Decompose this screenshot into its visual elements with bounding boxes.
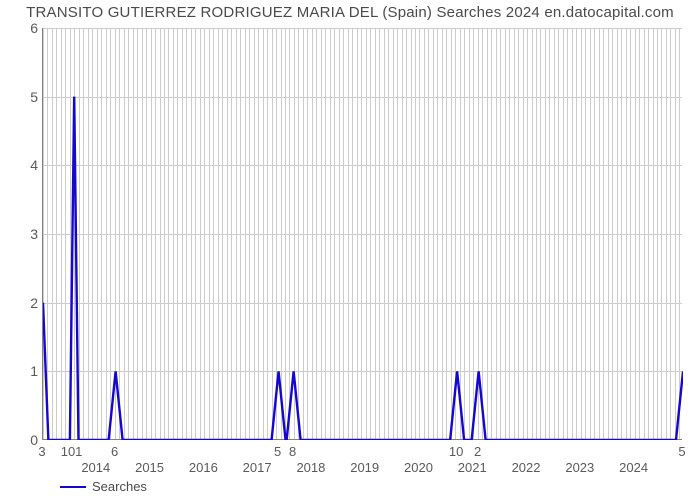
- x-axis-year-label: 2015: [135, 460, 164, 475]
- legend-label: Searches: [92, 479, 147, 494]
- legend-swatch: [60, 486, 86, 488]
- x-axis-year-label: 2023: [565, 460, 594, 475]
- y-axis-tick-label: 4: [8, 157, 38, 173]
- y-axis-tick-label: 5: [8, 89, 38, 105]
- chart-container: TRANSITO GUTIERREZ RODRIGUEZ MARIA DEL (…: [0, 0, 700, 500]
- x-axis-minor-label: 2: [474, 444, 481, 459]
- chart-title: TRANSITO GUTIERREZ RODRIGUEZ MARIA DEL (…: [0, 4, 700, 21]
- y-axis-tick-label: 3: [8, 226, 38, 242]
- series-line-searches: [43, 97, 683, 440]
- x-axis-year-label: 2017: [243, 460, 272, 475]
- x-axis-year-label: 2020: [404, 460, 433, 475]
- line-series-svg: [43, 28, 683, 440]
- y-axis-tick-label: 1: [8, 363, 38, 379]
- x-axis-minor-label: 3: [38, 444, 45, 459]
- x-axis-minor-label: 6: [111, 444, 118, 459]
- x-axis-minor-label: 5: [274, 444, 281, 459]
- y-axis-tick-label: 0: [8, 432, 38, 448]
- legend: Searches: [60, 479, 147, 494]
- plot-area: [42, 28, 682, 440]
- x-axis-minor-label: 10: [449, 444, 463, 459]
- x-axis-year-label: 2016: [189, 460, 218, 475]
- x-axis-minor-label: 5: [678, 444, 685, 459]
- x-axis-minor-label: 101: [61, 444, 83, 459]
- x-axis-minor-label: 8: [289, 444, 296, 459]
- y-axis-tick-label: 2: [8, 295, 38, 311]
- x-axis-year-label: 2024: [619, 460, 648, 475]
- y-axis-tick-label: 6: [8, 20, 38, 36]
- x-axis-year-label: 2019: [350, 460, 379, 475]
- x-axis-year-label: 2021: [458, 460, 487, 475]
- x-axis-year-label: 2014: [81, 460, 110, 475]
- x-axis-year-label: 2018: [296, 460, 325, 475]
- x-axis-year-label: 2022: [512, 460, 541, 475]
